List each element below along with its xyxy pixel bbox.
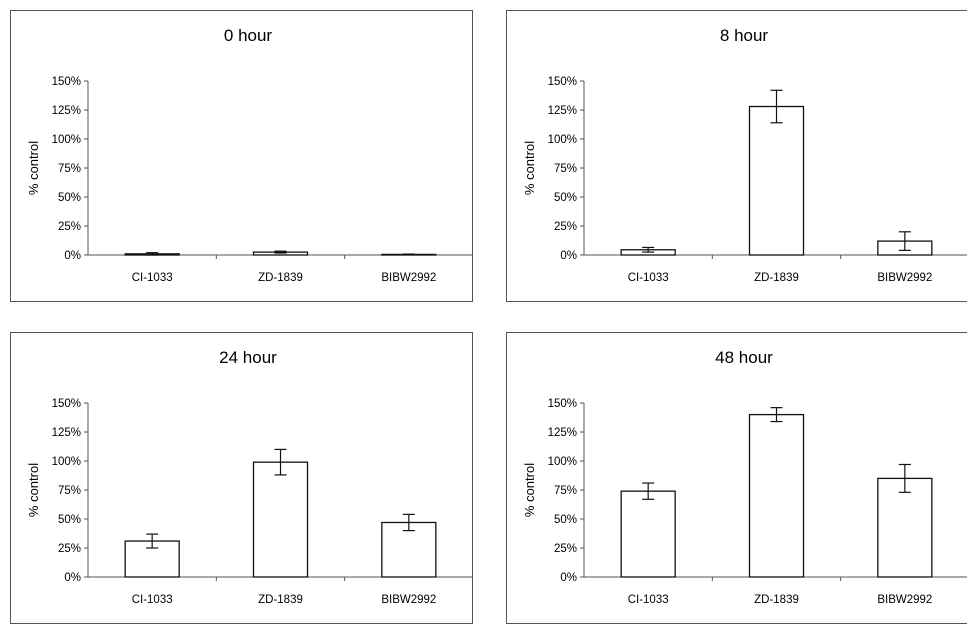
y-tick-label: 100% bbox=[548, 456, 577, 468]
y-tick-label: 125% bbox=[548, 105, 577, 117]
chart-title: 48 hour bbox=[715, 348, 773, 367]
category-label: BIBW2992 bbox=[381, 594, 436, 606]
y-axis-label: % control bbox=[522, 463, 537, 517]
y-axis-label: % control bbox=[26, 463, 41, 517]
y-tick-label: 125% bbox=[52, 427, 81, 439]
y-tick-label: 50% bbox=[58, 192, 81, 204]
bar-ci-1033 bbox=[620, 490, 676, 578]
chart-panel-8-hour: 8 hour % control 0% 25% 50% 75% 100% 125% 150% CI… bbox=[506, 10, 967, 302]
bar-bibw2992 bbox=[877, 477, 933, 578]
category-label: CI-1033 bbox=[132, 594, 173, 606]
y-tick-label: 100% bbox=[52, 134, 81, 146]
y-tick-label: 25% bbox=[58, 221, 81, 233]
category-label: ZD-1839 bbox=[258, 594, 303, 606]
y-axis-label: % control bbox=[522, 141, 537, 195]
y-tick-label: 150% bbox=[52, 76, 81, 88]
y-tick-label: 50% bbox=[554, 514, 577, 526]
y-tick-label: 125% bbox=[52, 105, 81, 117]
category-label: ZD-1839 bbox=[258, 272, 303, 284]
chart-svg: 0 hour % control 0% 25% 50% 75% 100% 125% 150% CI… bbox=[26, 26, 473, 284]
category-label: ZD-1839 bbox=[754, 594, 799, 606]
category-label: BIBW2992 bbox=[877, 594, 932, 606]
y-tick-label: 0% bbox=[560, 572, 577, 584]
y-tick-label: 75% bbox=[58, 485, 81, 497]
y-tick-label: 75% bbox=[58, 163, 81, 175]
y-tick-label: 75% bbox=[554, 485, 577, 497]
category-label: CI-1033 bbox=[628, 594, 669, 606]
chart-title: 8 hour bbox=[720, 26, 769, 45]
chart-title: 24 hour bbox=[219, 348, 277, 367]
bar-zd-1839 bbox=[748, 413, 805, 578]
bar-zd-1839 bbox=[252, 461, 309, 578]
chart-svg: 8 hour % control 0% 25% 50% 75% 100% 125% 150% CI… bbox=[522, 26, 967, 284]
y-axis-label: % control bbox=[26, 141, 41, 195]
chart-panel-48-hour: 48 hour % control 0% 25% 50% 75% 100% 125% 150% C… bbox=[506, 332, 967, 624]
y-tick-label: 50% bbox=[554, 192, 577, 204]
y-tick-label: 75% bbox=[554, 163, 577, 175]
category-label: ZD-1839 bbox=[754, 272, 799, 284]
y-tick-label: 150% bbox=[548, 76, 577, 88]
y-tick-label: 150% bbox=[548, 398, 577, 410]
chart-panel-0-hour: 0 hour % control 0% 25% 50% 75% 100% 125% 150% CI… bbox=[10, 10, 473, 302]
y-tick-label: 150% bbox=[52, 398, 81, 410]
y-tick-label: 50% bbox=[58, 514, 81, 526]
chart-panel-24-hour: 24 hour % control 0% 25% 50% 75% 100% 125% 150% C… bbox=[10, 332, 473, 624]
y-tick-label: 25% bbox=[554, 221, 577, 233]
category-label: CI-1033 bbox=[628, 272, 669, 284]
chart-title: 0 hour bbox=[224, 26, 273, 45]
category-label: CI-1033 bbox=[132, 272, 173, 284]
y-tick-label: 0% bbox=[64, 250, 81, 262]
y-tick-label: 100% bbox=[548, 134, 577, 146]
bar-bibw2992 bbox=[381, 521, 437, 578]
category-label: BIBW2992 bbox=[877, 272, 932, 284]
category-label: BIBW2992 bbox=[381, 272, 436, 284]
chart-svg: 24 hour % control 0% 25% 50% 75% 100% 125% 150% C… bbox=[26, 348, 473, 606]
bar-zd-1839 bbox=[748, 105, 805, 256]
chart-svg: 48 hour % control 0% 25% 50% 75% 100% 125% 150% C… bbox=[522, 348, 967, 606]
y-tick-label: 25% bbox=[58, 543, 81, 555]
y-tick-label: 0% bbox=[64, 572, 81, 584]
y-tick-label: 100% bbox=[52, 456, 81, 468]
y-tick-label: 25% bbox=[554, 543, 577, 555]
y-tick-label: 125% bbox=[548, 427, 577, 439]
y-tick-label: 0% bbox=[560, 250, 577, 262]
